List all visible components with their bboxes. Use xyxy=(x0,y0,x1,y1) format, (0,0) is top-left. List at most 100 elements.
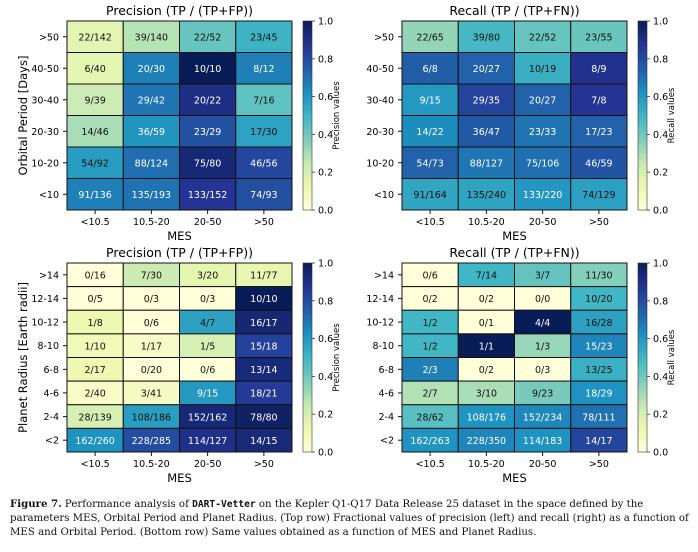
colorbar-segment xyxy=(303,156,312,161)
colorbar-segment xyxy=(638,140,647,145)
panel-title: Precision (TP / (TP+FP)) xyxy=(106,245,253,260)
colorbar-tick-label: 0.6 xyxy=(318,334,333,345)
colorbar-segment xyxy=(303,288,312,292)
colorbar-segment xyxy=(638,272,647,277)
cell-label: 14/15 xyxy=(250,436,277,447)
colorbar-tick-label: 0.4 xyxy=(318,372,333,383)
colorbar-segment xyxy=(303,411,312,415)
colorbar-segment xyxy=(638,84,647,88)
cell-label: 16/28 xyxy=(585,318,612,329)
colorbar-segment xyxy=(303,33,312,38)
cell-label: 0/3 xyxy=(535,365,550,376)
colorbar-segment xyxy=(638,172,647,176)
x-tick-label: 20-50 xyxy=(529,459,557,470)
cell-label: 36/59 xyxy=(138,127,165,138)
heatmap-frame xyxy=(401,20,628,211)
cell-label: 29/42 xyxy=(138,96,165,107)
heatmap-cell xyxy=(122,52,180,85)
cell-label: 23/45 xyxy=(250,33,277,44)
colorbar-segment xyxy=(303,300,312,305)
colorbar-segment xyxy=(303,102,312,107)
colorbar-tick-label: 0.0 xyxy=(653,448,668,459)
cell-label: 20/22 xyxy=(194,96,221,107)
x-tick-label: 20-50 xyxy=(194,217,222,228)
cell-label: 7/30 xyxy=(141,271,162,282)
colorbar-segment xyxy=(303,187,312,192)
colorbar-segment xyxy=(303,112,312,117)
colorbar-segment xyxy=(638,439,647,444)
colorbar-segment xyxy=(303,118,312,123)
cell-label: 28/139 xyxy=(78,412,111,423)
colorbar-segment xyxy=(303,165,312,170)
cell-label: 91/136 xyxy=(78,190,111,201)
colorbar-tick-label: 1.0 xyxy=(653,259,668,270)
colorbar-tick-label: 0.8 xyxy=(653,54,668,65)
cell-label: 3/41 xyxy=(141,389,162,400)
colorbar-segment xyxy=(303,307,312,311)
colorbar-segment xyxy=(303,344,312,349)
colorbar-segment xyxy=(303,360,312,365)
colorbar-segment xyxy=(638,150,647,154)
cell-label: 74/129 xyxy=(582,190,615,201)
cell-label: 0/2 xyxy=(479,365,494,376)
y-tick-label: 20-30 xyxy=(31,127,59,138)
colorbar-segment xyxy=(638,36,647,41)
colorbar-segment xyxy=(303,266,312,270)
colorbar-segment xyxy=(638,143,647,148)
figure-heatmaps: Precision (TP / (TP+FP)) 22/142 39/140 22/5… xyxy=(16,3,677,485)
y-tick-label: 10-12 xyxy=(366,318,394,329)
colorbar-segment xyxy=(638,187,647,192)
colorbar-segment xyxy=(303,439,312,444)
colorbar-segment xyxy=(638,156,647,161)
panel-title: Recall (TP / (TP+FN)) xyxy=(449,245,579,260)
colorbar-segment xyxy=(303,379,312,384)
colorbar-segment xyxy=(638,137,647,142)
cell-label: 3/10 xyxy=(476,389,497,400)
cell-label: 152/234 xyxy=(523,412,562,423)
colorbar-segment xyxy=(638,203,647,208)
colorbar-segment xyxy=(303,134,312,139)
colorbar-segment xyxy=(303,124,312,129)
cell-label: 11/30 xyxy=(585,271,612,282)
colorbar-segment xyxy=(638,303,647,308)
heatmap-panel-1: Precision (TP / (TP+FP)) 22/142 39/140 22/5… xyxy=(16,3,342,243)
y-axis-label: Orbital Period [Days] xyxy=(16,56,30,176)
colorbar-segment xyxy=(638,363,647,368)
colorbar-segment xyxy=(638,266,647,270)
colorbar-segment xyxy=(638,417,647,422)
colorbar-segment xyxy=(638,357,647,362)
colorbar-segment xyxy=(303,370,312,374)
colorbar-segment xyxy=(638,389,647,393)
colorbar-segment xyxy=(638,373,647,377)
colorbar-segment xyxy=(638,297,647,302)
colorbar-segment xyxy=(638,43,647,47)
x-axis-label: MES xyxy=(502,229,527,243)
colorbar-segment xyxy=(303,285,312,289)
y-tick-label: <10 xyxy=(374,190,394,201)
colorbar-segment xyxy=(303,181,312,186)
cell-label: 0/16 xyxy=(84,271,105,282)
x-tick-label: >50 xyxy=(589,459,609,470)
colorbar-frame xyxy=(637,262,648,453)
y-tick-label: 30-40 xyxy=(31,95,59,106)
cell-label: 18/21 xyxy=(250,389,277,400)
colorbar-segment xyxy=(303,178,312,183)
colorbar-segment xyxy=(638,162,647,167)
colorbar-segment xyxy=(638,370,647,374)
x-axis-label: MES xyxy=(167,229,192,243)
colorbar-tick-label: 0.2 xyxy=(318,168,333,179)
colorbar-segment xyxy=(303,65,312,69)
colorbar-frame xyxy=(302,262,313,453)
cell-label: 4/7 xyxy=(200,318,215,329)
cell-label: 6/8 xyxy=(422,64,437,75)
colorbar-segment xyxy=(303,84,312,88)
colorbar-segment xyxy=(303,436,312,440)
colorbar-segment xyxy=(638,93,647,98)
colorbar-segment xyxy=(303,27,312,32)
colorbar-segment xyxy=(303,147,312,151)
colorbar-segment xyxy=(303,43,312,47)
colorbar-tick-label: 1.0 xyxy=(318,259,333,270)
colorbar-segment xyxy=(303,275,312,280)
colorbar-segment xyxy=(303,30,312,35)
x-tick-label: <10.5 xyxy=(81,459,110,470)
